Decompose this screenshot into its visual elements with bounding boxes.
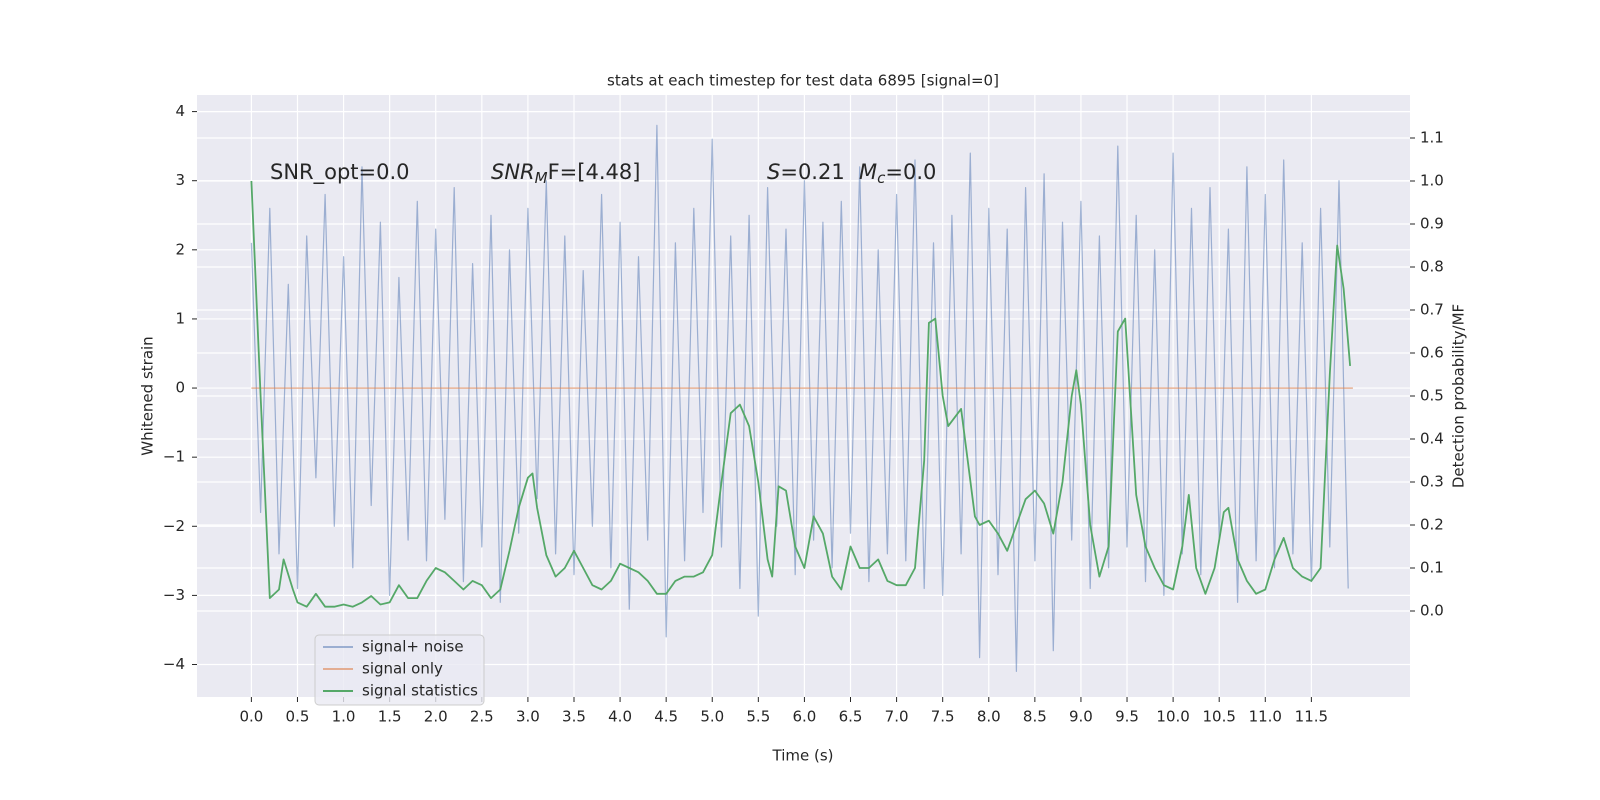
annotation-part: F=[4.48] [548, 160, 641, 184]
x-tick-label: 7.0 [885, 708, 909, 726]
x-tick-label: 2.0 [424, 708, 448, 726]
x-tick-label: 10.5 [1202, 708, 1235, 726]
y-tick-label: −2 [163, 517, 185, 535]
annotation-part: SNR [491, 160, 535, 184]
y2-tick-label: 0.3 [1420, 473, 1444, 491]
legend-label: signal only [362, 660, 443, 678]
x-tick-label: 6.0 [792, 708, 816, 726]
x-tick-label: 2.5 [470, 708, 494, 726]
x-axis-label: Time (s) [772, 747, 834, 765]
annotation: SNRMF=[4.48] [491, 160, 640, 187]
x-tick-label: 0.0 [239, 708, 263, 726]
x-tick-label: 9.0 [1069, 708, 1093, 726]
y2-tick-label: 0.5 [1420, 387, 1444, 405]
annotation: SNR_opt=0.0 [270, 160, 410, 185]
y-tick-label: 2 [175, 240, 185, 258]
x-tick-label: 1.5 [378, 708, 402, 726]
marks [250, 124, 1353, 672]
y-tick-label: −1 [163, 448, 185, 466]
y2-axis-label: Detection probability/MF [1450, 304, 1468, 488]
y2-tick-label: 0.9 [1420, 215, 1444, 233]
annotation-part: =0.0 [885, 160, 936, 184]
series-line [250, 124, 1349, 672]
y2-tick-label: 0.0 [1420, 602, 1444, 620]
x-tick-label: 8.5 [1023, 708, 1047, 726]
x-tick-label: 8.0 [977, 708, 1001, 726]
labels: 0.0 0.5 1.0 1.5 2.0 2.5 3.0 3.5 4.0 4.5 5.0 5.5 6.0 6… [163, 102, 1444, 725]
annotation: Mc=0.0 [859, 160, 936, 187]
y2-tick-label: 0.4 [1420, 430, 1444, 448]
x-tick-label: 0.5 [286, 708, 310, 726]
x-tick-label: 4.5 [654, 708, 678, 726]
y2-tick-label: 1.1 [1420, 129, 1444, 147]
annotation-part: =0.21 [780, 160, 844, 184]
annotation-part: c [877, 169, 886, 187]
x-tick-label: 11.5 [1295, 708, 1328, 726]
chart-title: stats at each timestep for test data 689… [607, 72, 999, 90]
x-tick-label: 1.0 [332, 708, 356, 726]
y2-tick-label: 0.1 [1420, 559, 1444, 577]
x-tick-label: 6.5 [839, 708, 863, 726]
y2-tick-label: 0.6 [1420, 344, 1444, 362]
x-tick-label: 5.5 [746, 708, 770, 726]
x-tick-label: 10.0 [1156, 708, 1189, 726]
x-tick-label: 5.0 [700, 708, 724, 726]
annotation-part: M [859, 160, 877, 184]
grid [197, 95, 1410, 697]
annotation: S=0.21 [767, 160, 845, 184]
x-tick-label: 11.0 [1249, 708, 1282, 726]
y-axis-label: Whitened strain [139, 336, 157, 455]
y2-tick-label: 0.7 [1420, 301, 1444, 319]
y-tick-label: 3 [175, 171, 185, 189]
y-tick-label: −3 [163, 586, 185, 604]
legend-label: signal statistics [362, 682, 478, 700]
legend-label: signal+ noise [362, 638, 464, 656]
y2-tick-label: 1.0 [1420, 172, 1444, 190]
y-tick-label: 1 [175, 309, 185, 327]
series-line [250, 180, 1351, 608]
y2-tick-label: 0.2 [1420, 516, 1444, 534]
y-tick-label: −4 [163, 655, 185, 673]
annotation-part: M [535, 169, 548, 187]
x-tick-label: 9.5 [1115, 708, 1139, 726]
annotation-part: SNR_opt=0.0 [270, 160, 410, 185]
y2-tick-label: 0.8 [1420, 258, 1444, 276]
x-tick-label: 4.0 [608, 708, 632, 726]
legend-box [314, 634, 485, 706]
x-tick-label: 7.5 [931, 708, 955, 726]
y-tick-label: 0 [175, 379, 185, 397]
y-tick-label: 4 [175, 102, 185, 120]
x-tick-label: 3.5 [562, 708, 586, 726]
annotation-part: S [767, 160, 780, 184]
x-tick-label: 3.0 [516, 708, 540, 726]
